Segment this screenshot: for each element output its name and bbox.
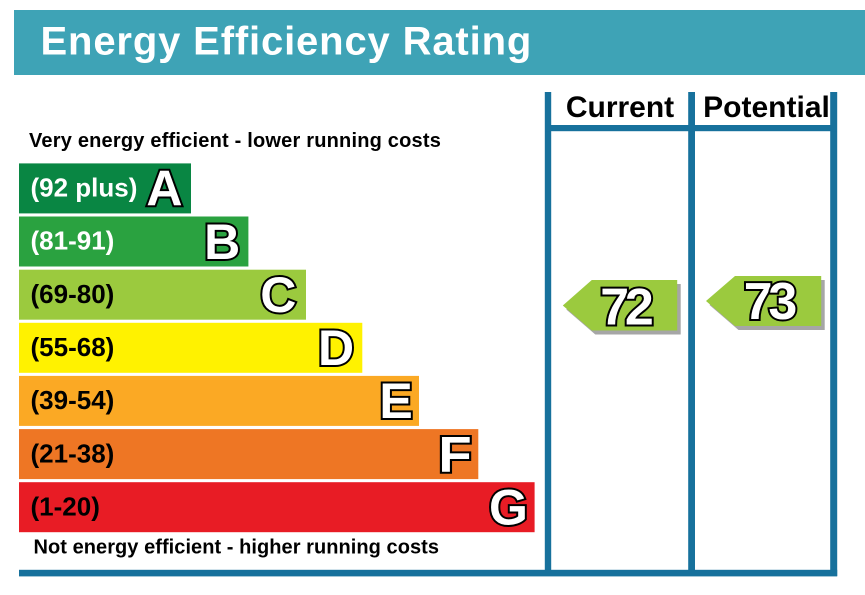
svg-text:B: B <box>204 214 240 270</box>
svg-text:E: E <box>379 373 412 429</box>
svg-text:G: G <box>489 479 528 535</box>
svg-text:73: 73 <box>744 273 798 331</box>
svg-text:F: F <box>438 427 471 482</box>
svg-text:Not energy efficient - higher: Not energy efficient - higher running co… <box>34 537 440 559</box>
svg-text:(92 plus): (92 plus) <box>31 173 138 203</box>
svg-text:(69-80): (69-80) <box>31 279 115 309</box>
svg-text:(55-68): (55-68) <box>31 332 115 362</box>
svg-text:72: 72 <box>600 278 654 336</box>
svg-text:(1-20): (1-20) <box>31 491 100 521</box>
svg-text:C: C <box>260 267 296 323</box>
svg-text:D: D <box>318 320 354 376</box>
svg-text:Energy Efficiency Rating: Energy Efficiency Rating <box>41 19 533 63</box>
svg-text:Potential: Potential <box>703 91 830 124</box>
svg-text:A: A <box>146 161 182 217</box>
svg-text:Current: Current <box>566 91 674 124</box>
svg-text:(81-91): (81-91) <box>31 226 115 256</box>
svg-text:(39-54): (39-54) <box>31 385 115 415</box>
svg-text:(21-38): (21-38) <box>31 438 115 468</box>
svg-text:Very energy efficient - lower: Very energy efficient - lower running co… <box>29 130 441 152</box>
